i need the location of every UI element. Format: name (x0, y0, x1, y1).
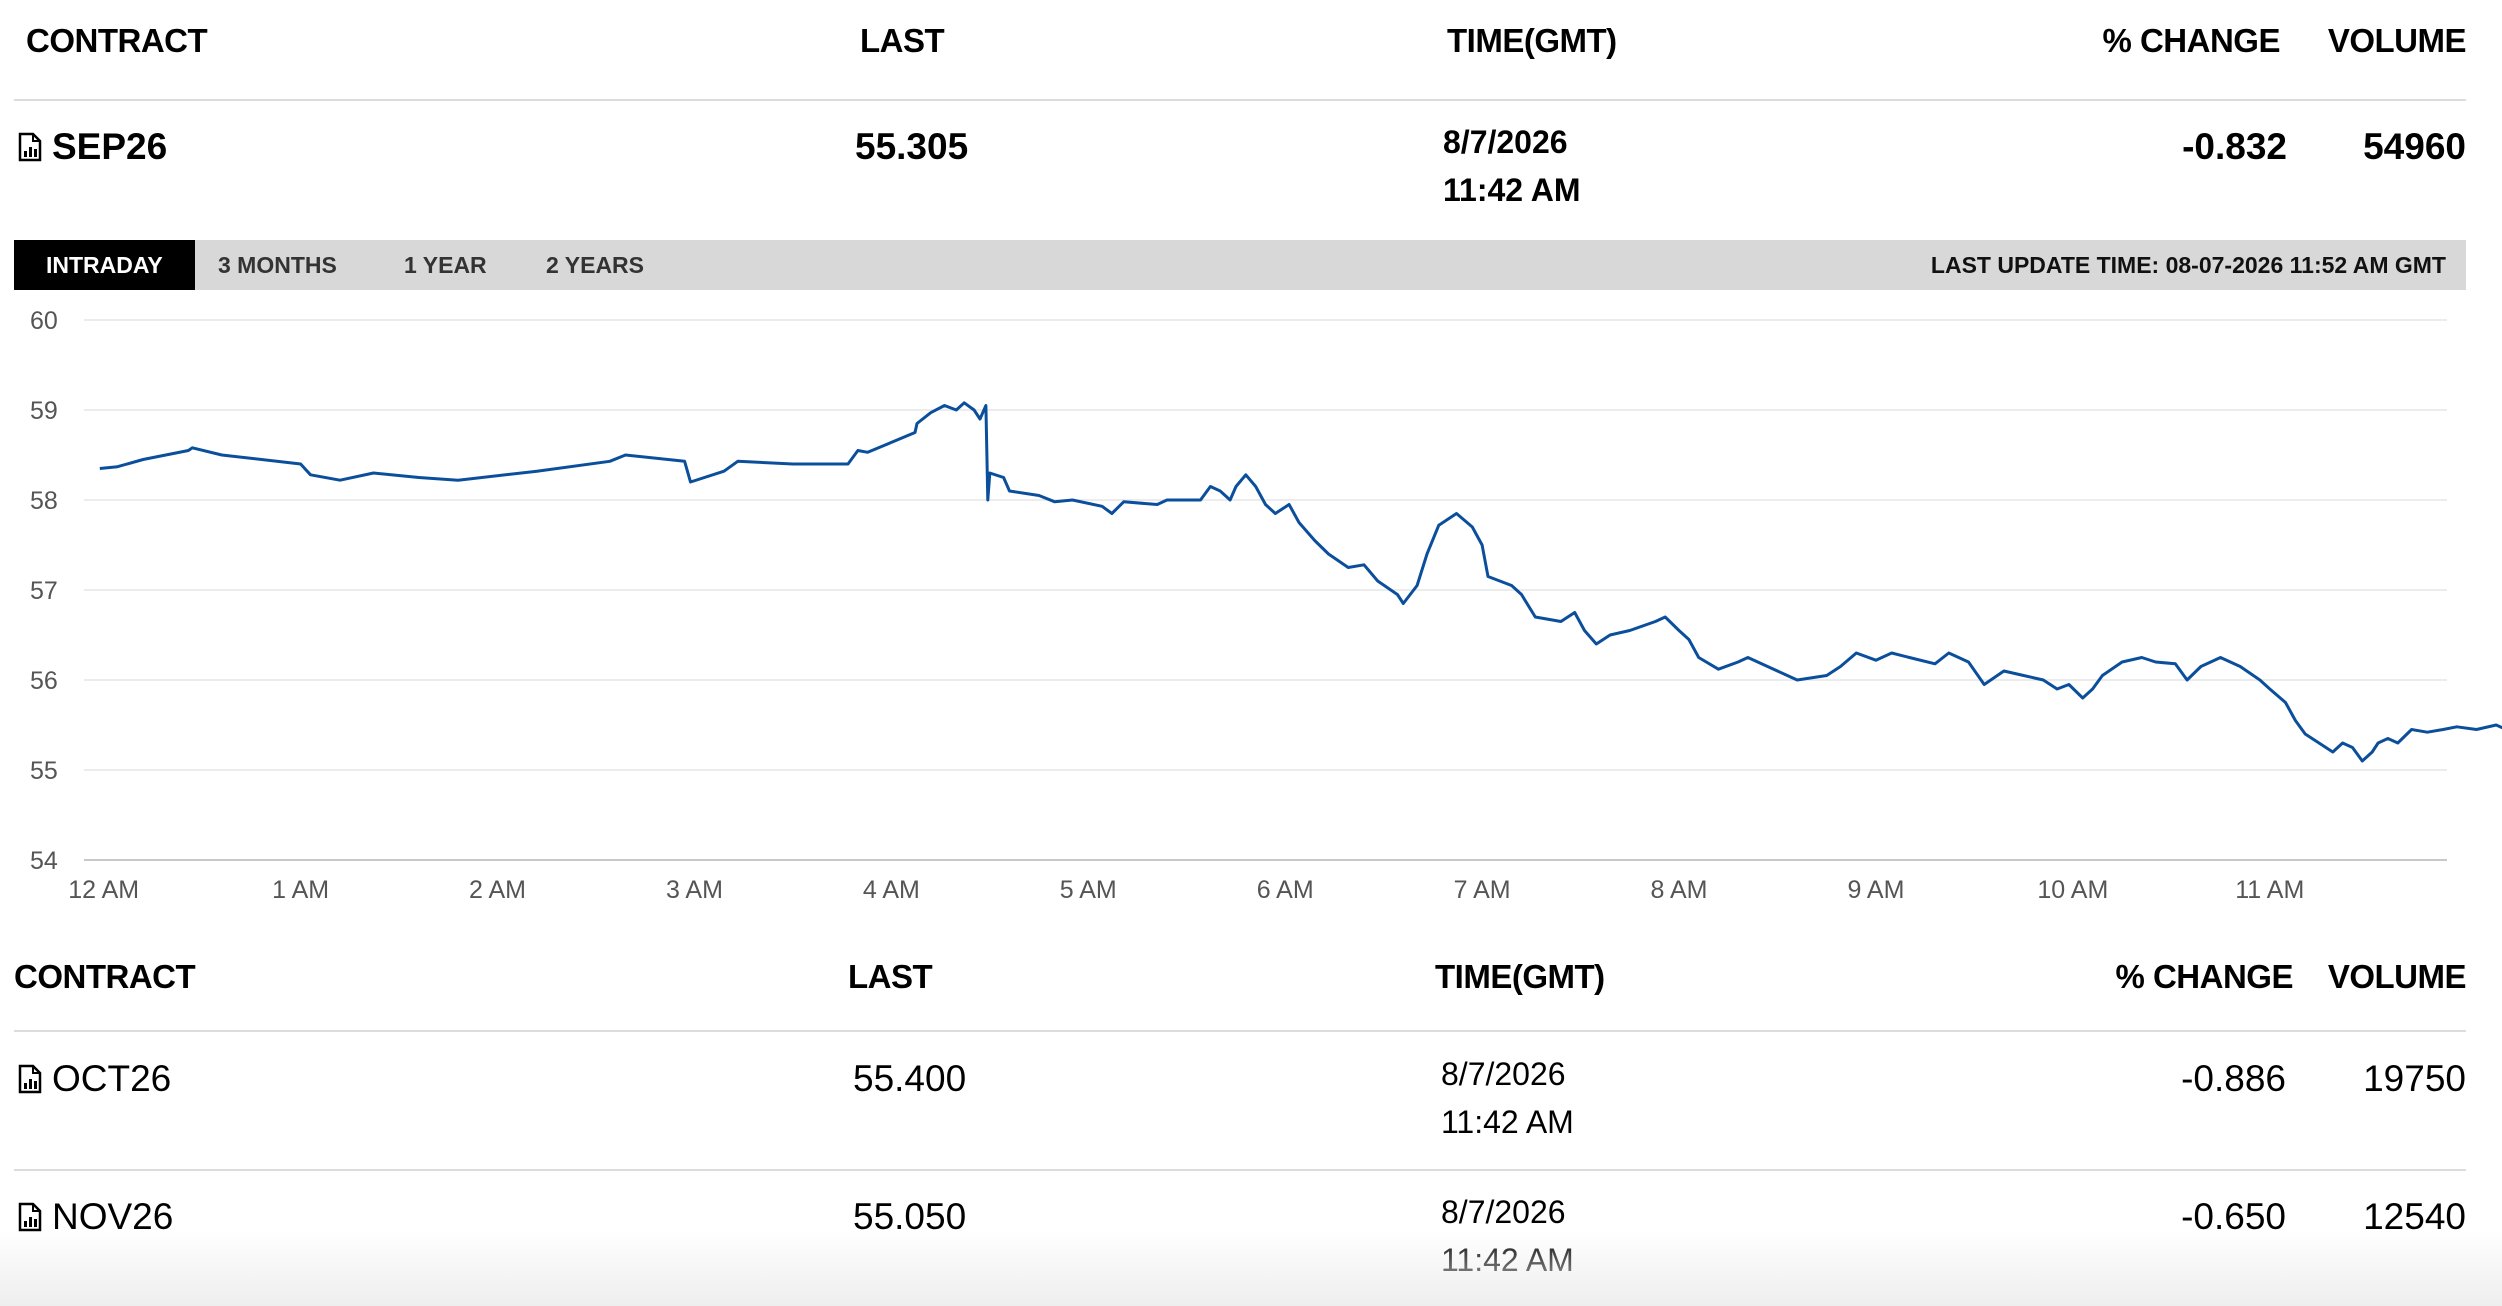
tab-2-years[interactable]: 2 YEARS (546, 252, 645, 278)
chart-document-icon (18, 132, 42, 162)
row-time: 8/7/2026 11:42 AM (1441, 1188, 1574, 1284)
row-time: 8/7/2026 11:42 AM (1441, 1050, 1574, 1146)
y-tick-label: 58 (30, 487, 58, 515)
x-tick-label: 8 AM (1651, 876, 1708, 904)
header-contract: CONTRACT (26, 22, 208, 59)
tab-1-year[interactable]: 1 YEAR (404, 252, 487, 278)
intraday-price-chart: 54 55 56 57 58 59 60 12 AM 1 AM 2 AM 3 AM 4 AM 5 AM 6… (30, 307, 2502, 904)
featured-time: 8/7/2026 11:42 AM (1443, 118, 1581, 214)
featured-last: 55.305 (855, 126, 969, 167)
header-divider (14, 99, 2466, 101)
header-last: LAST (860, 22, 945, 59)
featured-clock: 11:42 AM (1443, 172, 1581, 208)
tab-3-months[interactable]: 3 MONTHS (218, 252, 337, 278)
x-tick-label: 5 AM (1060, 876, 1117, 904)
table-row-contract[interactable]: OCT26 (18, 1058, 171, 1100)
x-tick-label: 1 AM (272, 876, 329, 904)
x-tick-label: 4 AM (863, 876, 920, 904)
x-tick-label: 12 AM (68, 876, 139, 904)
y-tick-label: 57 (30, 577, 58, 605)
table-header-divider (14, 1030, 2466, 1032)
chart-document-icon (18, 1202, 42, 1232)
table-header-change: % CHANGE (2115, 958, 2293, 995)
table-header-last: LAST (848, 958, 933, 995)
row-volume: 12540 (2363, 1196, 2466, 1237)
y-tick-label: 56 (30, 667, 58, 695)
table-header-volume: VOLUME (2327, 958, 2467, 995)
row-divider (14, 1169, 2466, 1171)
row-date: 8/7/2026 (1441, 1056, 1566, 1092)
row-contract-label: NOV26 (52, 1196, 174, 1237)
table-header-contract: CONTRACT (14, 958, 196, 995)
x-tick-label: 2 AM (469, 876, 526, 904)
x-tick-label: 10 AM (2037, 876, 2108, 904)
x-tick-label: 11 AM (2235, 876, 2304, 904)
row-date: 8/7/2026 (1441, 1194, 1566, 1230)
range-tab-bar: INTRADAY 3 MONTHS 1 YEAR 2 YEARS LAST UP… (14, 240, 2466, 290)
row-volume: 19750 (2363, 1058, 2466, 1099)
price-series-line (99, 401, 2502, 763)
tab-intraday[interactable]: INTRADAY (14, 240, 195, 290)
table-header-time: TIME(GMT) (1435, 958, 1605, 995)
row-last: 55.050 (853, 1196, 967, 1237)
featured-contract[interactable]: SEP26 (18, 126, 167, 168)
row-clock: 11:42 AM (1441, 1242, 1574, 1278)
x-tick-label: 7 AM (1454, 876, 1511, 904)
y-tick-label: 54 (30, 847, 58, 875)
x-tick-label: 6 AM (1257, 876, 1314, 904)
featured-contract-label: SEP26 (52, 126, 168, 167)
header-change: % CHANGE (2102, 22, 2280, 59)
row-contract-label: OCT26 (52, 1058, 172, 1099)
row-clock: 11:42 AM (1441, 1104, 1574, 1140)
y-tick-label: 60 (30, 307, 58, 335)
featured-change: -0.832 (2182, 126, 2287, 167)
row-change: -0.886 (2181, 1058, 2286, 1099)
y-tick-label: 59 (30, 397, 58, 425)
y-tick-label: 55 (30, 757, 58, 785)
header-time: TIME(GMT) (1447, 22, 1617, 59)
x-tick-label: 9 AM (1847, 876, 1904, 904)
row-change: -0.650 (2181, 1196, 2286, 1237)
featured-date: 8/7/2026 (1443, 124, 1568, 160)
row-last: 55.400 (853, 1058, 967, 1099)
last-update-time: LAST UPDATE TIME: 08-07-2026 11:52 AM GM… (1930, 252, 2446, 278)
table-row-contract[interactable]: NOV26 (18, 1196, 173, 1238)
x-tick-label: 3 AM (666, 876, 723, 904)
bottom-fade (0, 1230, 2502, 1306)
featured-volume: 54960 (2363, 126, 2466, 167)
chart-document-icon (18, 1064, 42, 1094)
header-volume: VOLUME (2327, 22, 2467, 59)
